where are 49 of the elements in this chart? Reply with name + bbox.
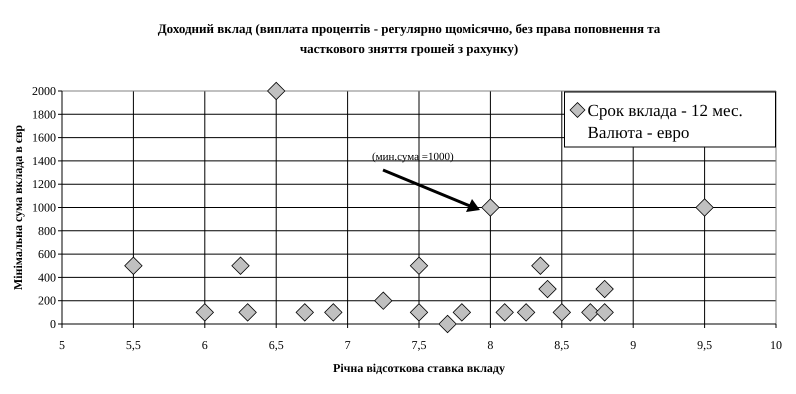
x-tick-label: 7 <box>344 338 351 352</box>
y-tick-label: 400 <box>38 270 56 284</box>
point <box>596 280 614 298</box>
point <box>552 303 571 322</box>
point <box>581 303 600 322</box>
point <box>531 256 550 275</box>
point <box>196 303 214 322</box>
x-tick-label: 5,5 <box>126 338 141 352</box>
y-tick-label: 1000 <box>32 200 56 214</box>
point <box>438 314 457 334</box>
y-tick-label: 1800 <box>32 107 56 122</box>
x-tick-label: 9,5 <box>697 338 712 352</box>
point <box>496 303 514 322</box>
point <box>231 256 250 275</box>
point <box>267 82 286 100</box>
legend-label: Срок вклада - 12 мес. Валюта - евро <box>588 101 743 142</box>
x-tick-label: 5 <box>59 338 65 352</box>
chart-title: Доходний вклад (виплата процентів - регулярно щомісячно, без права поповнення та часткового зняття грошей з рахунку) <box>158 21 661 56</box>
point <box>324 303 342 322</box>
y-tick-label: 1200 <box>32 177 56 192</box>
y-tick-label: 0 <box>50 317 56 331</box>
x-tick-label: 8 <box>487 338 494 352</box>
y-tick-label: 200 <box>38 294 56 308</box>
y-tick-label: 1400 <box>32 154 56 168</box>
y-tick-label: 600 <box>38 247 56 262</box>
y-tick-label: 800 <box>38 224 56 238</box>
point <box>410 256 428 275</box>
point <box>124 256 142 275</box>
point <box>238 303 257 322</box>
point <box>452 303 471 322</box>
x-axis-title: Річна відсоткова ставка вкладу <box>332 361 506 375</box>
point <box>374 292 392 310</box>
x-tick-label: 6,5 <box>268 338 284 352</box>
x-tick-label: 10 <box>770 338 782 352</box>
point <box>696 198 714 217</box>
point <box>410 303 428 322</box>
y-tick-label: 1600 <box>32 130 56 145</box>
annotation: (мин.сума =1000) <box>372 151 454 163</box>
x-tick-label: 6 <box>202 338 208 352</box>
x-tick-label: 8,5 <box>554 338 570 352</box>
point <box>296 303 314 322</box>
point <box>538 280 557 298</box>
y-axis-title: Мінімальна сума вклада в євр <box>11 124 25 290</box>
x-tick-label: 9 <box>630 338 636 352</box>
point <box>481 198 500 217</box>
point <box>596 303 614 322</box>
x-tick-label: 7,5 <box>412 338 426 352</box>
y-tick-label: 2000 <box>32 84 56 98</box>
point <box>517 303 536 322</box>
